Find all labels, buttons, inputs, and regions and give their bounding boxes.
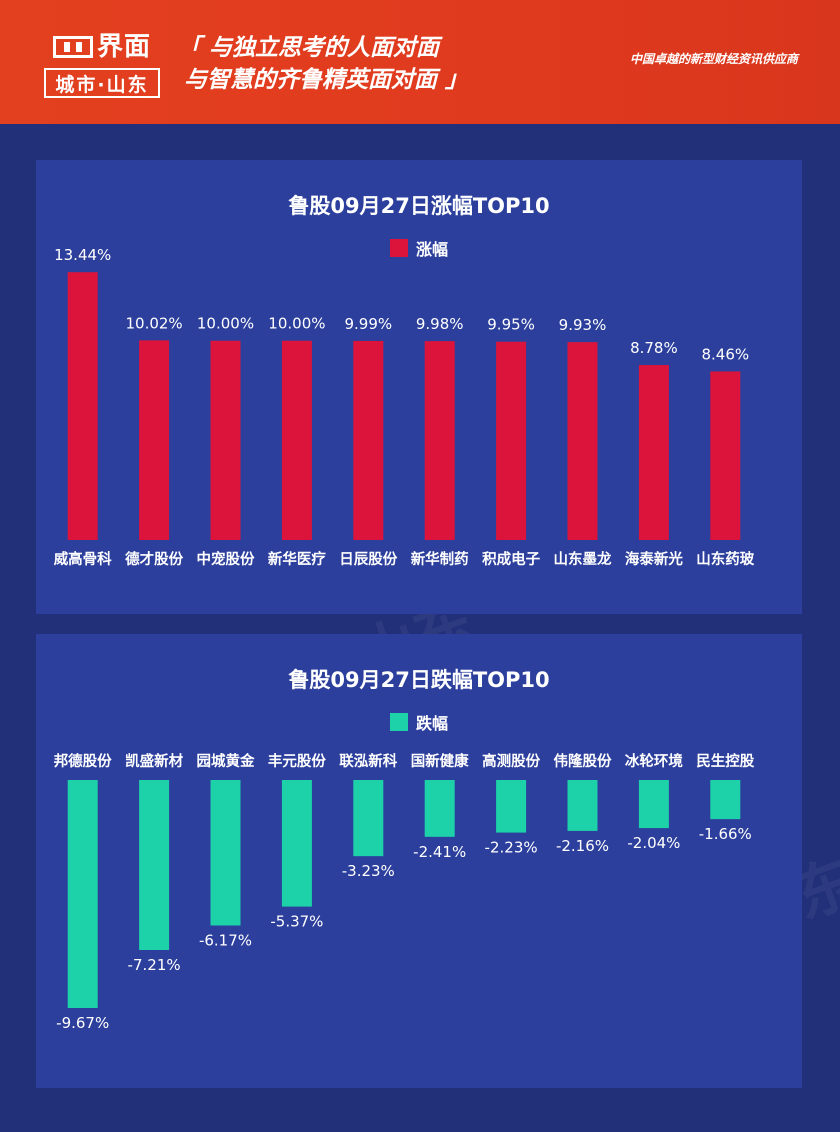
slogan-line-2: 与智慧的齐鲁精英面对面 」	[184, 67, 469, 93]
gainers-legend-swatch	[389, 239, 408, 257]
gainer-category-label: 日辰股份	[339, 550, 397, 568]
loser-value-label: -2.04%	[627, 834, 680, 852]
losers-panel: 鲁股09月27日跌幅TOP10 跌幅 -9.67% 邦德股份 -7.21% 凯盛新材 -…	[36, 634, 802, 1088]
slogan-line-1: 「 与独立思考的人面对面	[178, 35, 440, 61]
gainers-chart-title: 鲁股09月27日涨幅TOP10	[288, 194, 550, 218]
logo-name: 界面	[96, 32, 151, 62]
slogan: 「 与独立思考的人面对面 与智慧的齐鲁精英面对面 」	[178, 32, 468, 96]
gainer-category-label: 新华制药	[411, 550, 469, 568]
loser-value-label: -2.23%	[485, 839, 538, 857]
loser-category-label: 联泓新科	[339, 752, 397, 770]
gainers-bar-chart: 13.44% 威高骨科 10.02% 德才股份 10.00% 中宠股份 10.00% 新华医疗…	[54, 246, 755, 568]
tagline: 中国卓越的新型财经资讯供应商	[629, 52, 798, 66]
loser-bar	[638, 780, 669, 829]
gainer-category-label: 山东墨龙	[554, 550, 612, 568]
gainer-bar	[567, 342, 598, 540]
gainer-category-label: 中宠股份	[197, 550, 255, 568]
brand-logo[interactable]: 界面 城市·山东	[44, 30, 160, 100]
losers-legend-label: 跌幅	[415, 714, 448, 733]
header-banner: 界面 城市·山东 「 与独立思考的人面对面 与智慧的齐鲁精英面对面 」 中国卓越…	[0, 0, 840, 124]
gainer-bar	[210, 340, 241, 540]
gainer-bar	[638, 365, 669, 540]
gainer-value-label: 9.99%	[344, 315, 392, 333]
gainer-value-label: 10.00%	[268, 315, 325, 333]
gainer-bar	[496, 341, 527, 540]
loser-value-label: -5.37%	[270, 913, 323, 931]
loser-category-label: 丰元股份	[268, 752, 326, 770]
gainer-value-label: 10.02%	[125, 314, 182, 332]
gainer-value-label: 9.95%	[487, 316, 535, 334]
gainer-value-label: 13.44%	[54, 246, 111, 264]
loser-bar	[424, 780, 455, 837]
losers-bar-chart: -9.67% 邦德股份 -7.21% 凯盛新材 -6.17% 园城黄金 -5.37% 丰元股份…	[54, 752, 755, 1032]
loser-category-label: 民生控股	[696, 752, 754, 770]
loser-bar	[281, 780, 312, 907]
loser-value-label: -3.23%	[342, 862, 395, 880]
losers-chart-title: 鲁股09月27日跌幅TOP10	[288, 668, 550, 692]
loser-category-label: 冰轮环境	[625, 752, 683, 770]
gainers-legend-label: 涨幅	[415, 240, 448, 259]
loser-bar	[139, 780, 170, 950]
loser-category-label: 高测股份	[482, 752, 540, 770]
loser-bar	[567, 780, 598, 831]
gainer-bar	[281, 340, 312, 540]
gainer-bar	[67, 272, 98, 540]
loser-value-label: -2.16%	[556, 837, 609, 855]
loser-value-label: -7.21%	[128, 956, 181, 974]
gainer-category-label: 威高骨科	[54, 550, 112, 568]
gainer-bar	[710, 371, 741, 540]
gainer-category-label: 海泰新光	[625, 550, 683, 568]
gainer-value-label: 8.46%	[701, 345, 749, 363]
loser-bar	[67, 780, 98, 1008]
gainer-value-label: 10.00%	[197, 315, 254, 333]
gainer-bar	[353, 340, 384, 540]
gainers-panel: 鲁股09月27日涨幅TOP10 涨幅 13.44% 威高骨科 10.02% 德才股份 1…	[36, 160, 802, 614]
logo-mark-icon	[52, 36, 93, 58]
loser-value-label: -6.17%	[199, 931, 252, 949]
loser-bar	[353, 780, 384, 857]
loser-bar	[210, 780, 241, 926]
gainers-legend[interactable]: 涨幅	[36, 236, 802, 260]
gainer-value-label: 9.98%	[416, 315, 464, 333]
loser-category-label: 凯盛新材	[125, 752, 183, 770]
loser-value-label: -1.66%	[699, 825, 752, 843]
gainer-bar	[424, 341, 455, 540]
loser-bar	[710, 780, 741, 820]
gainer-value-label: 8.78%	[630, 339, 678, 357]
gainer-value-label: 9.93%	[559, 316, 607, 334]
loser-category-label: 邦德股份	[54, 752, 112, 770]
loser-bar	[496, 780, 527, 833]
loser-value-label: -9.67%	[56, 1014, 109, 1032]
losers-legend-swatch	[389, 713, 408, 731]
logo-top: 界面	[44, 30, 160, 64]
gainer-category-label: 山东药玻	[696, 550, 754, 568]
gainer-category-label: 积成电子	[482, 550, 540, 568]
loser-category-label: 伟隆股份	[554, 752, 612, 770]
loser-category-label: 国新健康	[411, 752, 469, 770]
gainer-bar	[139, 340, 170, 540]
gainer-category-label: 新华医疗	[268, 550, 326, 568]
logo-subtitle: 城市·山东	[44, 68, 160, 98]
gainer-category-label: 德才股份	[125, 550, 183, 568]
loser-category-label: 园城黄金	[197, 752, 255, 770]
losers-legend[interactable]: 跌幅	[36, 710, 802, 734]
loser-value-label: -2.41%	[413, 843, 466, 861]
